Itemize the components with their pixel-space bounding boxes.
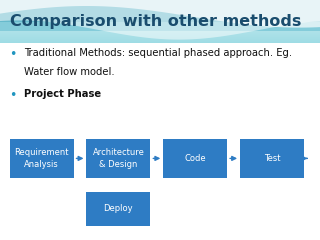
Bar bbox=[0, 38, 320, 39]
Text: Comparison with other methods: Comparison with other methods bbox=[10, 14, 301, 30]
Bar bbox=[0, 36, 320, 37]
Bar bbox=[0, 42, 320, 43]
FancyBboxPatch shape bbox=[10, 139, 74, 178]
Text: Code: Code bbox=[184, 154, 206, 163]
Text: Test: Test bbox=[264, 154, 280, 163]
Text: Water flow model.: Water flow model. bbox=[24, 67, 115, 77]
Text: •: • bbox=[10, 89, 17, 102]
Polygon shape bbox=[0, 0, 320, 40]
FancyBboxPatch shape bbox=[86, 139, 150, 178]
Bar bbox=[0, 33, 320, 34]
Bar bbox=[0, 0, 320, 31]
Bar bbox=[0, 0, 320, 22]
FancyBboxPatch shape bbox=[163, 139, 227, 178]
Text: Requirement
Analysis: Requirement Analysis bbox=[14, 148, 69, 169]
FancyBboxPatch shape bbox=[240, 139, 304, 178]
Bar bbox=[0, 35, 320, 36]
Bar bbox=[0, 37, 320, 38]
Text: Project Phase: Project Phase bbox=[24, 89, 101, 99]
Text: Deploy: Deploy bbox=[104, 204, 133, 213]
Bar bbox=[0, 39, 320, 40]
Bar bbox=[0, 40, 320, 41]
Text: Traditional Methods: sequential phased approach. Eg.: Traditional Methods: sequential phased a… bbox=[24, 48, 292, 58]
Text: Architecture
& Design: Architecture & Design bbox=[92, 148, 144, 169]
Bar bbox=[0, 41, 320, 42]
Bar bbox=[0, 34, 320, 35]
Bar bbox=[0, 0, 320, 43]
Bar bbox=[0, 31, 320, 32]
FancyBboxPatch shape bbox=[86, 192, 150, 226]
Bar bbox=[0, 32, 320, 33]
Polygon shape bbox=[0, 0, 320, 28]
Text: •: • bbox=[10, 48, 17, 61]
